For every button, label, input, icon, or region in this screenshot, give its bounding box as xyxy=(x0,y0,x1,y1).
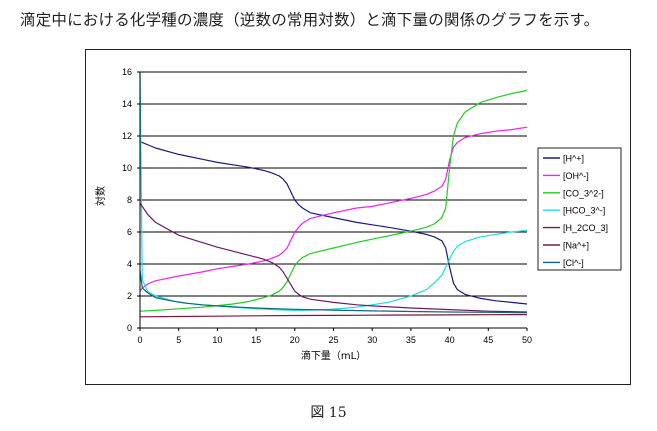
intro-text: 滴定中における化学種の濃度（逆数の常用対数）と滴下量の関係のグラフを示す。 xyxy=(20,11,600,29)
y-tick-label: 14 xyxy=(122,99,132,109)
y-tick-label: 4 xyxy=(127,259,132,269)
x-tick-label: 30 xyxy=(367,335,377,345)
series-layer xyxy=(139,71,528,318)
x-axis-label: 滴下量（mL） xyxy=(301,349,366,362)
legend-label: [Cl^-] xyxy=(563,258,584,268)
y-tick-label: 6 xyxy=(127,227,132,237)
legend: [H^+] [OH^-] [CO_3^2-] [HCO_3^-] [H_2CO_3] [N… xyxy=(537,147,622,271)
x-tick-label: 25 xyxy=(328,335,338,345)
y-tick-label: 0 xyxy=(127,323,132,333)
series-line-4 xyxy=(139,202,528,313)
x-tick-label: 20 xyxy=(290,335,300,345)
x-tick-label: 35 xyxy=(406,335,416,345)
legend-label: [H^+] xyxy=(563,154,584,164)
figure-caption: 図 15 xyxy=(310,405,347,421)
series-line-5 xyxy=(139,314,528,318)
legend-label: [CO_3^2-] xyxy=(563,188,604,198)
x-tick-label: 0 xyxy=(137,335,142,345)
x-tick-label: 10 xyxy=(212,335,222,345)
legend-label: [Na^+] xyxy=(563,241,589,251)
series-line-3 xyxy=(139,71,528,311)
x-tick-label: 5 xyxy=(176,335,181,345)
series-line-6 xyxy=(139,270,528,314)
y-tick-label: 16 xyxy=(122,67,132,77)
x-tick-label: 45 xyxy=(483,335,493,345)
grid-layer xyxy=(140,71,527,297)
y-tick-label: 10 xyxy=(122,163,132,173)
y-tick-label: 2 xyxy=(127,291,132,301)
legend-label: [HCO_3^-] xyxy=(563,206,605,216)
legend-box xyxy=(537,147,622,271)
legend-label: [OH^-] xyxy=(563,171,589,181)
y-tick-label: 8 xyxy=(127,195,132,205)
series-line-1 xyxy=(139,126,528,292)
x-tick-label: 50 xyxy=(522,335,532,345)
series-line-2 xyxy=(139,89,528,312)
legend-label: [H_2CO_3] xyxy=(563,223,608,233)
series-line-0 xyxy=(139,141,528,305)
axes-layer: 0 2 4 6 8 10 12 14 16 0 5 10 15 20 25 30 35 40 45 50 滴下量（mL）… xyxy=(94,67,532,362)
y-axis-label: 対数 xyxy=(94,186,107,206)
x-tick-label: 40 xyxy=(445,335,455,345)
x-tick-label: 15 xyxy=(251,335,261,345)
y-tick-label: 12 xyxy=(122,131,132,141)
